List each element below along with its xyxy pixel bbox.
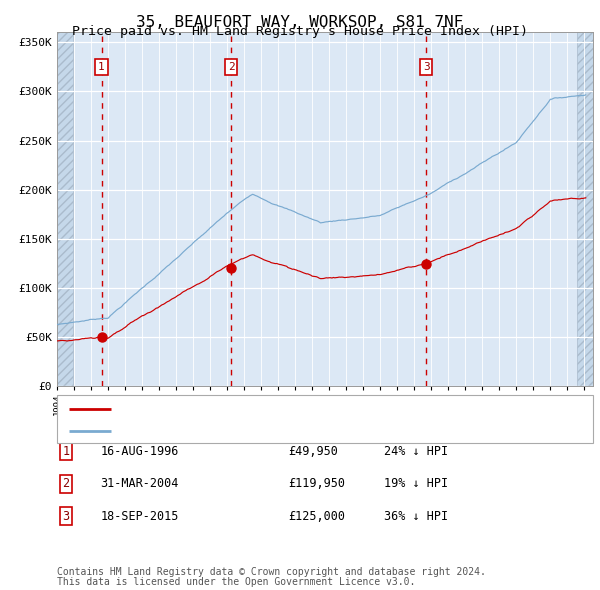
Text: 1: 1 bbox=[62, 445, 70, 458]
Text: 2: 2 bbox=[62, 477, 70, 490]
Text: 19% ↓ HPI: 19% ↓ HPI bbox=[384, 477, 448, 490]
Bar bbox=[57, 32, 73, 386]
Text: HPI: Average price, detached house, Bassetlaw: HPI: Average price, detached house, Bass… bbox=[117, 424, 437, 437]
Text: 18-SEP-2015: 18-SEP-2015 bbox=[100, 510, 179, 523]
Text: Price paid vs. HM Land Registry's House Price Index (HPI): Price paid vs. HM Land Registry's House … bbox=[72, 25, 528, 38]
Text: 3: 3 bbox=[423, 62, 430, 72]
Text: This data is licensed under the Open Government Licence v3.0.: This data is licensed under the Open Gov… bbox=[57, 577, 415, 587]
Text: 35, BEAUFORT WAY, WORKSOP, S81 7NF (detached house): 35, BEAUFORT WAY, WORKSOP, S81 7NF (deta… bbox=[117, 402, 481, 415]
Text: £49,950: £49,950 bbox=[288, 445, 338, 458]
Text: 1: 1 bbox=[98, 62, 105, 72]
Text: 2: 2 bbox=[228, 62, 235, 72]
Text: £125,000: £125,000 bbox=[288, 510, 345, 523]
Bar bbox=[577, 32, 594, 386]
Text: 3: 3 bbox=[62, 510, 70, 523]
Text: £119,950: £119,950 bbox=[288, 477, 345, 490]
Text: 31-MAR-2004: 31-MAR-2004 bbox=[100, 477, 179, 490]
Text: 16-AUG-1996: 16-AUG-1996 bbox=[100, 445, 179, 458]
Text: 35, BEAUFORT WAY, WORKSOP, S81 7NF: 35, BEAUFORT WAY, WORKSOP, S81 7NF bbox=[136, 15, 464, 30]
Text: 24% ↓ HPI: 24% ↓ HPI bbox=[384, 445, 448, 458]
Text: 36% ↓ HPI: 36% ↓ HPI bbox=[384, 510, 448, 523]
Text: Contains HM Land Registry data © Crown copyright and database right 2024.: Contains HM Land Registry data © Crown c… bbox=[57, 567, 486, 577]
